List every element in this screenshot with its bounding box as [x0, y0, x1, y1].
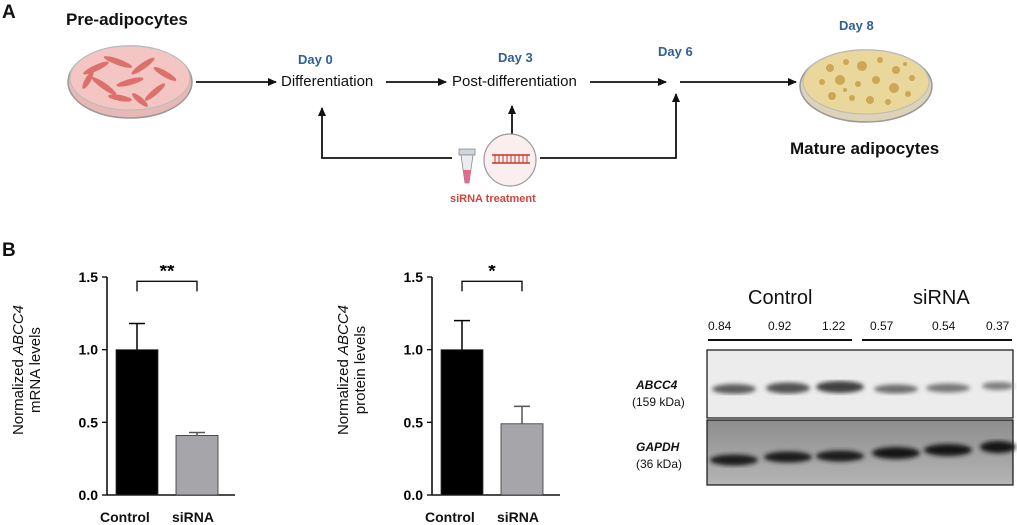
sirna-tube-icon [458, 148, 476, 184]
gapdh-blot-band [706, 419, 1016, 486]
blot-size-abcc4: (159 kDa) [632, 395, 685, 409]
y-tick-label: 0.5 [79, 414, 99, 430]
y-tick-label: 0.0 [79, 487, 99, 503]
workflow-diagram [67, 45, 933, 187]
mature-adipocytes-label: Mature adipocytes [790, 139, 940, 158]
abcc4-blot-band [706, 349, 1014, 419]
panel-a-letter: A [2, 2, 16, 23]
chart1-xlabel-sirna: siRNA [172, 509, 215, 525]
chart2-xlabel-control: Control [425, 509, 475, 525]
protein-bar-chart: 0.0 0.5 1.0 1.5 * [404, 265, 560, 503]
pre-adipocyte-dish-icon [67, 45, 193, 119]
bar-control [440, 349, 484, 496]
bar-control [115, 349, 159, 496]
density-value: 0.84 [708, 319, 732, 333]
density-value: 0.92 [768, 319, 792, 333]
y-tick-label: 1.0 [404, 342, 424, 358]
bar-sirna [175, 435, 219, 496]
chart2-ylabel: Normalized ABCC4 protein levels [335, 304, 369, 436]
differentiation-step: Differentiation [281, 73, 374, 90]
day-0-label: Day 0 [298, 52, 333, 67]
significance-bracket [136, 280, 198, 292]
y-tick-label: 0.5 [404, 414, 424, 430]
blot-group-control: Control [748, 287, 813, 309]
chart1-xlabel-control: Control [100, 509, 150, 525]
density-value: 0.37 [986, 319, 1010, 333]
mature-adipocyte-dish-icon [799, 49, 933, 123]
y-tick-label: 1.5 [404, 269, 424, 285]
day-3-label: Day 3 [498, 50, 533, 65]
density-value: 0.57 [870, 319, 894, 333]
pre-adipocytes-label: Pre-adipocytes [66, 10, 188, 29]
chart1-ylabel: Normalized ABCC4 mRNA levels [10, 304, 44, 436]
sirna-duplex-icon [483, 133, 537, 187]
chart2-xlabel-sirna: siRNA [497, 509, 540, 525]
density-value: 0.54 [932, 319, 956, 333]
density-value: 1.22 [822, 319, 846, 333]
blot-size-gapdh: (36 kDa) [636, 457, 683, 471]
y-tick-label: 1.0 [79, 342, 99, 358]
western-blot [706, 339, 1016, 486]
y-tick-label: 1.5 [79, 269, 99, 285]
sirna-treatment-label: siRNA treatment [450, 193, 536, 205]
day-8-label: Day 8 [839, 18, 874, 33]
significance-bracket [461, 280, 523, 292]
blot-group-sirna: siRNA [913, 287, 970, 309]
blot-protein-abcc4: ABCC4 [636, 378, 678, 392]
blot-protein-gapdh: GAPDH [636, 440, 680, 454]
mrna-bar-chart: 0.0 0.5 1.0 1.5 ** [79, 265, 235, 503]
panel-b-letter: B [2, 240, 16, 261]
post-differentiation-step: Post-differentiation [452, 73, 577, 90]
day-6-label: Day 6 [658, 44, 693, 59]
significance-marker: * [488, 265, 496, 282]
significance-marker: ** [160, 265, 175, 282]
y-tick-label: 0.0 [404, 487, 424, 503]
bar-sirna [500, 423, 544, 496]
